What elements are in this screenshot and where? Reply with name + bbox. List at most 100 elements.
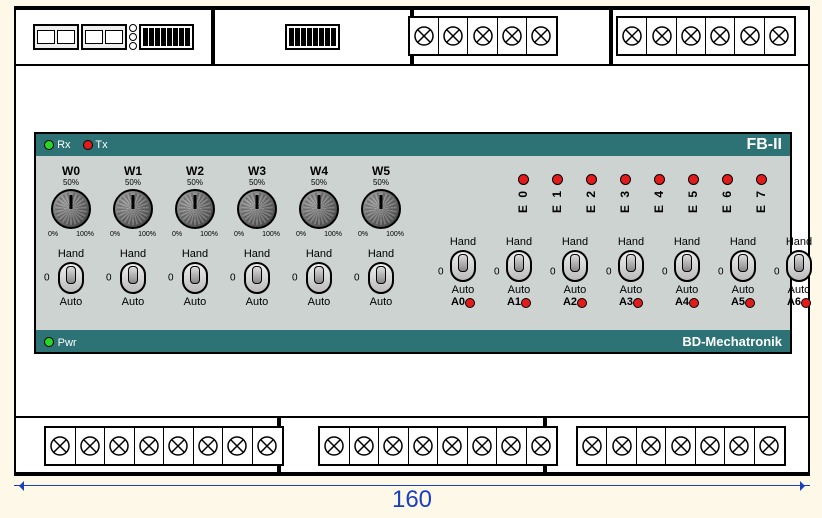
switch-w5[interactable]: Hand0Auto (356, 248, 406, 308)
dial-w4[interactable]: W450%0%100% (294, 164, 344, 238)
terminal-block (616, 16, 796, 56)
auto-label: Auto (440, 284, 486, 296)
switch-a4[interactable]: Hand0AutoA4 (664, 236, 710, 308)
knob-icon[interactable] (51, 189, 91, 229)
hand-label: Hand (664, 236, 710, 248)
dials-row: W050%0%100%W150%0%100%W250%0%100%W350%0%… (46, 164, 406, 238)
dial-w2[interactable]: W250%0%100% (170, 164, 220, 238)
status-led (586, 174, 597, 185)
screw-terminal (379, 428, 409, 464)
toggle-icon[interactable] (244, 262, 270, 294)
dial-w3[interactable]: W350%0%100% (232, 164, 282, 238)
auto-label: Auto (108, 296, 158, 308)
zero-label: 0 (550, 267, 556, 278)
dial-label: W4 (294, 164, 344, 178)
auto-label: Auto (552, 284, 598, 296)
dial-label: W1 (108, 164, 158, 178)
input-led-e0: E 0 (514, 174, 532, 213)
channel-label: A2 (563, 296, 577, 308)
dial-w5[interactable]: W550%0%100% (356, 164, 406, 238)
zero-label: 0 (438, 267, 444, 278)
switch-a6[interactable]: Hand0AutoA6 (776, 236, 822, 308)
zero-label: 0 (718, 267, 724, 278)
toggle-icon[interactable] (450, 250, 476, 282)
terminal-block (408, 16, 558, 56)
rx-led (44, 140, 54, 150)
channel-label: A4 (675, 296, 689, 308)
input-label: E 0 (516, 189, 530, 213)
hand-label: Hand (294, 248, 344, 260)
input-label: E 6 (720, 189, 734, 213)
screw-terminal (468, 18, 497, 54)
screw-terminal (607, 428, 636, 464)
status-led (756, 174, 767, 185)
switch-w0[interactable]: Hand 0 Auto (46, 248, 96, 308)
knob-icon[interactable] (237, 189, 277, 229)
zero-label: 0 (292, 273, 298, 284)
toggle-icon[interactable] (182, 262, 208, 294)
hand-label: Hand (46, 248, 96, 260)
hand-label: Hand (720, 236, 766, 248)
screw-terminal (696, 428, 725, 464)
knob-icon[interactable] (361, 189, 401, 229)
switch-a1[interactable]: Hand0AutoA1 (496, 236, 542, 308)
rx-label: Rx (57, 139, 70, 151)
status-led (722, 174, 733, 185)
switch-a5[interactable]: Hand0AutoA5 (720, 236, 766, 308)
input-led-e5: E 5 (684, 174, 702, 213)
toggle-icon[interactable] (58, 262, 84, 294)
screw-terminal (320, 428, 350, 464)
switch-a3[interactable]: Hand0AutoA3 (608, 236, 654, 308)
dial-w0[interactable]: W050%0%100% (46, 164, 96, 238)
status-led (620, 174, 631, 185)
auto-label: Auto (46, 296, 96, 308)
left-switches-row: Hand0AutoHand0AutoHand0AutoHand0AutoHand… (46, 248, 406, 308)
toggle-icon[interactable] (674, 250, 700, 282)
screw-terminal (765, 18, 794, 54)
toggle-icon[interactable] (306, 262, 332, 294)
hand-label: Hand (776, 236, 822, 248)
status-led (654, 174, 665, 185)
switch-w2[interactable]: Hand0Auto (170, 248, 220, 308)
terminal-block (576, 426, 786, 466)
device-outline: Rx Tx FB-II W050%0%100%W150%0%100%W250%0… (14, 6, 810, 476)
switch-w3[interactable]: Hand0Auto (232, 248, 282, 308)
knob-icon[interactable] (175, 189, 215, 229)
toggle-icon[interactable] (786, 250, 812, 282)
toggle-icon[interactable] (120, 262, 146, 294)
dial-label: W5 (356, 164, 406, 178)
top-rail-cell-1 (14, 8, 213, 66)
channel-led (745, 298, 755, 308)
screw-terminal (350, 428, 380, 464)
toggle-icon[interactable] (506, 250, 532, 282)
toggle-icon[interactable] (730, 250, 756, 282)
switch-a2[interactable]: Hand 0 AutoA2 (552, 236, 598, 308)
knob-icon[interactable] (299, 189, 339, 229)
screw-terminal (618, 18, 647, 54)
dial-w1[interactable]: W150%0%100% (108, 164, 158, 238)
screw-terminal (677, 18, 706, 54)
screw-terminal (497, 428, 527, 464)
screw-terminal (578, 428, 607, 464)
input-led-e2: E 2 (582, 174, 600, 213)
knob-icon[interactable] (113, 189, 153, 229)
switch-w1[interactable]: Hand0Auto (108, 248, 158, 308)
hand-label: Hand (440, 236, 486, 248)
zero-label: 0 (44, 273, 50, 284)
screw-terminal (527, 428, 556, 464)
toggle-icon[interactable] (618, 250, 644, 282)
tx-led (83, 140, 93, 150)
screw-terminal (725, 428, 754, 464)
top-rail-cell-2 (213, 8, 412, 66)
toggle-icon[interactable] (562, 250, 588, 282)
switch-a0[interactable]: Hand0AutoA0 (440, 236, 486, 308)
hand-label: Hand (552, 236, 598, 248)
auto-label: Auto (776, 284, 822, 296)
screw-terminal (735, 18, 764, 54)
channel-led (465, 298, 475, 308)
auto-label: Auto (356, 296, 406, 308)
toggle-icon[interactable] (368, 262, 394, 294)
switch-w4[interactable]: Hand0Auto (294, 248, 344, 308)
terminal-block (44, 426, 284, 466)
input-label: E 7 (754, 189, 768, 213)
